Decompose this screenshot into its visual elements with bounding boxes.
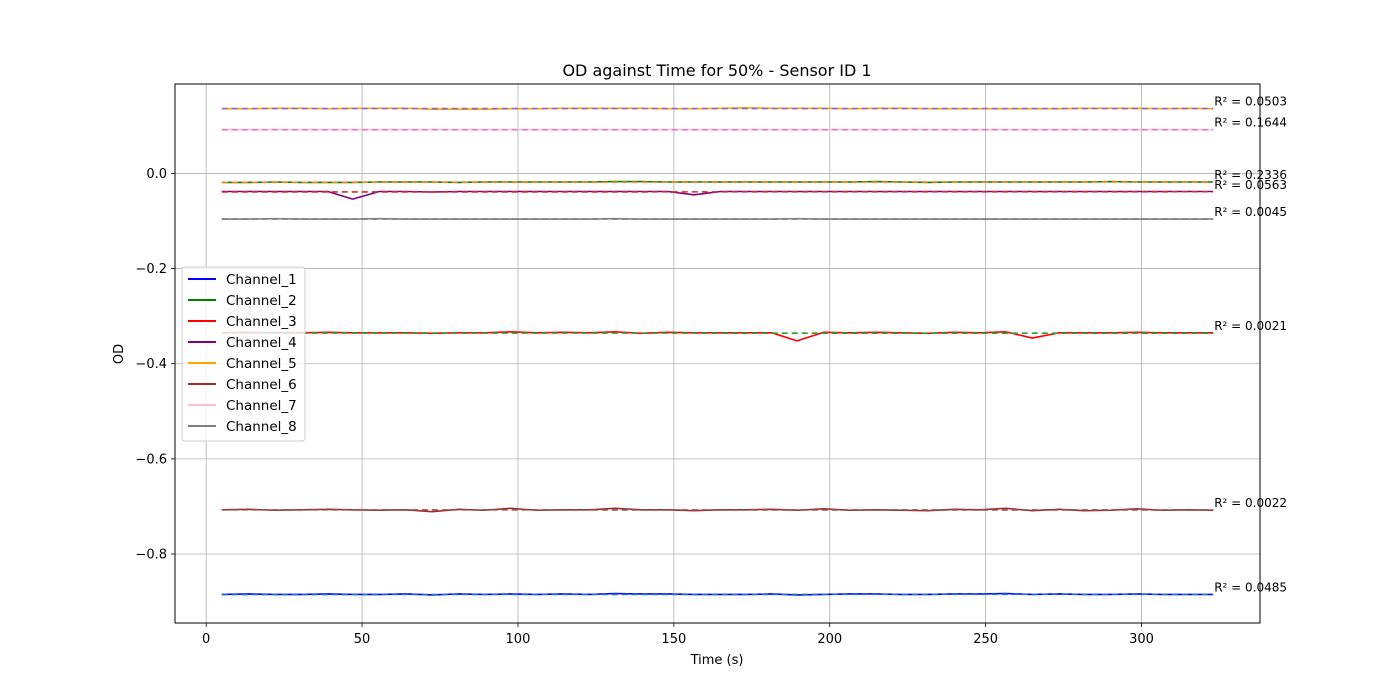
legend-label: Channel_8 [226, 419, 297, 435]
x-tick-label: 200 [817, 632, 842, 647]
legend-label: Channel_2 [226, 293, 297, 309]
r2-label-channel-8: R² = 0.0045 [1214, 205, 1287, 219]
legend-label: Channel_3 [226, 314, 297, 330]
y-tick-label: 0.0 [146, 167, 167, 182]
x-tick-label: 150 [661, 632, 686, 647]
legend-label: Channel_5 [226, 356, 297, 372]
chart-title: OD against Time for 50% - Sensor ID 1 [562, 61, 871, 80]
series-line-channel-5 [221, 106, 1214, 111]
r2-label-channel-2: R² = 0.2336 [1214, 168, 1287, 182]
y-axis-label: OD [112, 344, 127, 364]
legend-label: Channel_4 [226, 335, 297, 351]
y-axis-ticks: −0.8 −0.6 −0.4 −0.2 0.0 [135, 167, 175, 563]
r2-label-channel-4: R² = 0.0563 [1214, 178, 1287, 192]
series-line-channel-2 [221, 180, 1214, 184]
x-tick-label: 0 [202, 632, 210, 647]
grid [175, 84, 1260, 623]
r2-labels: R² = 0.0485 R² = 0.2336 R² = 0.0021 R² = 0.… [1214, 95, 1287, 595]
x-tick-label: 300 [1129, 632, 1154, 647]
y-tick-label: −0.8 [135, 548, 167, 563]
r2-label-channel-7: R² = 0.1644 [1214, 116, 1287, 130]
legend-label: Channel_1 [226, 272, 297, 288]
legend-box [181, 266, 306, 442]
series-lines [221, 106, 1214, 596]
series-line-channel-3 [221, 331, 1214, 342]
r2-label-channel-6: R² = 0.0022 [1214, 496, 1287, 510]
legend-label: Channel_6 [226, 377, 297, 393]
x-tick-label: 50 [354, 632, 371, 647]
x-tick-label: 250 [973, 632, 998, 647]
y-tick-label: −0.6 [135, 452, 167, 467]
x-tick-label: 100 [506, 632, 531, 647]
x-axis-ticks: 0 50 100 150 200 250 300 [202, 623, 1154, 647]
y-tick-label: −0.2 [135, 262, 167, 277]
legend-label: Channel_7 [226, 398, 297, 414]
legend: Channel_1 Channel_2 Channel_3 Channel_4 Chan… [181, 266, 306, 442]
r2-label-channel-5: R² = 0.0503 [1214, 95, 1287, 109]
x-axis-label: Time (s) [690, 653, 744, 668]
r2-label-channel-3: R² = 0.0021 [1214, 319, 1287, 333]
y-tick-label: −0.4 [135, 357, 167, 372]
r2-label-channel-1: R² = 0.0485 [1214, 580, 1287, 594]
plot-frame [174, 83, 1261, 624]
series-line-channel-1 [221, 592, 1214, 596]
series-line-channel-6 [221, 507, 1214, 513]
series-line-channel-4 [221, 190, 1214, 200]
